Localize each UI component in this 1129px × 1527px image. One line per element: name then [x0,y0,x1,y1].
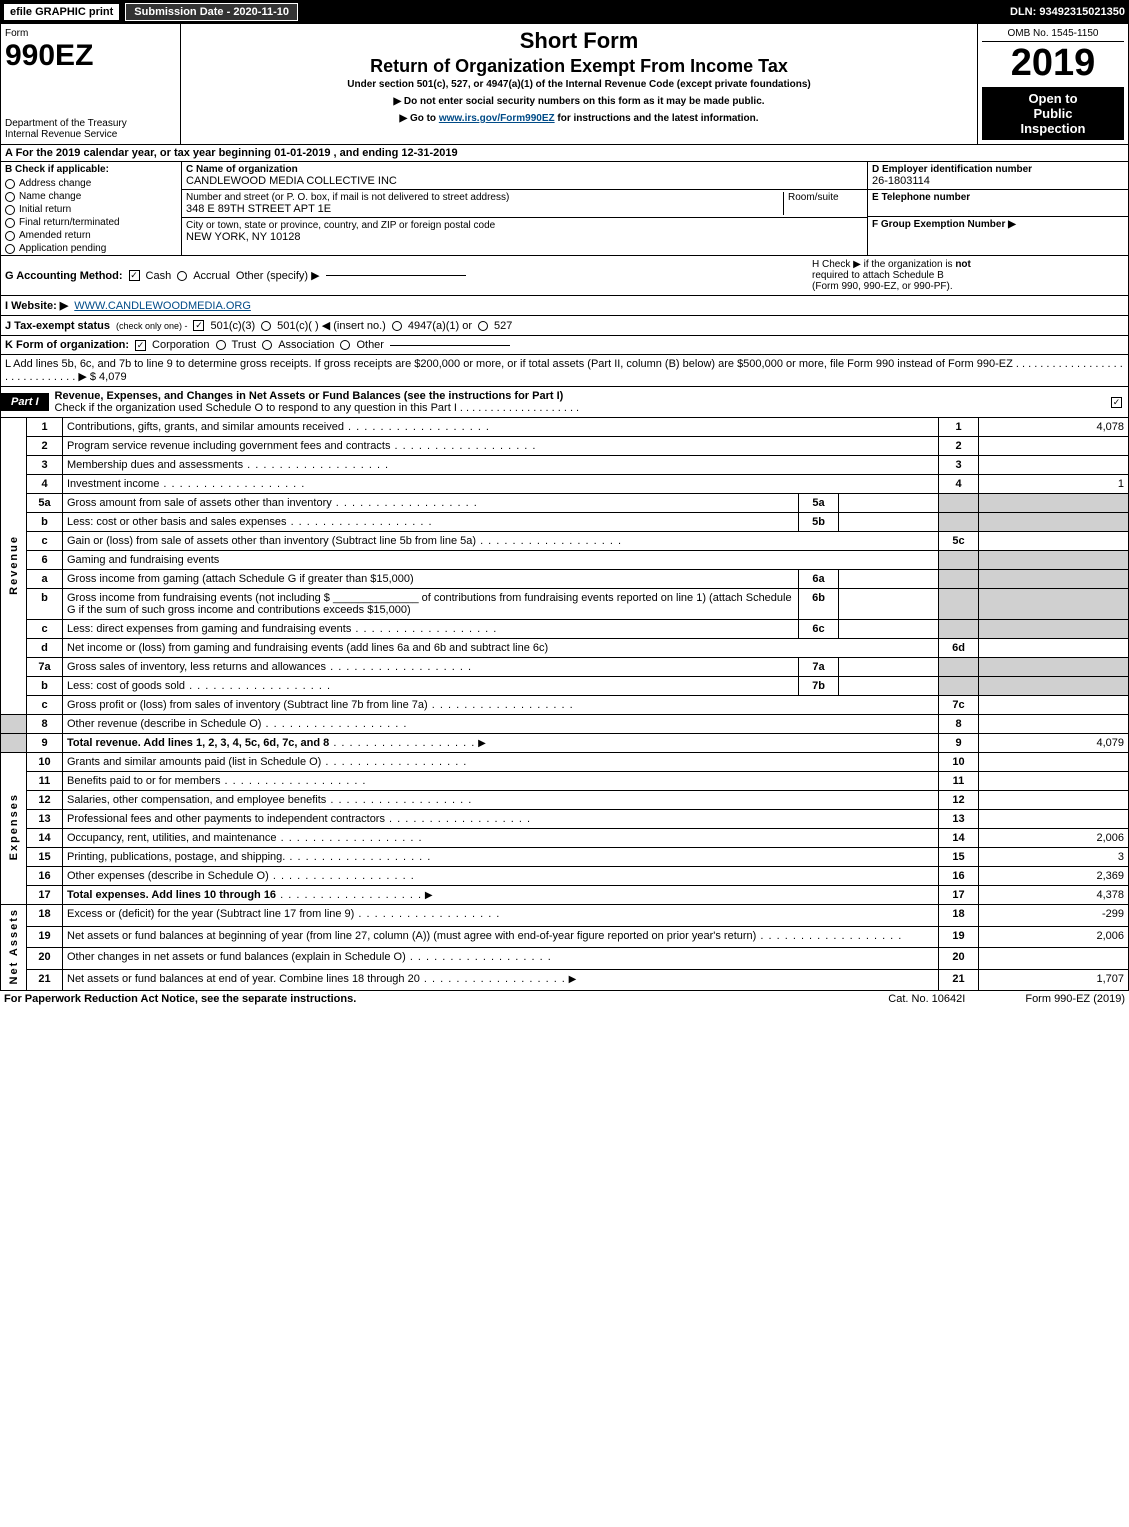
dept-label: Department of the Treasury Internal Reve… [5,118,176,140]
check-assoc[interactable] [262,340,272,350]
dln: DLN: 93492315021350 [1010,6,1125,18]
ein: 26-1803114 [872,175,930,187]
d-label: D Employer identification number [872,164,1032,175]
part-1-header: Part I Revenue, Expenses, and Changes in… [0,387,1129,418]
check-501c3[interactable] [193,320,204,331]
title-short-form: Short Form [189,28,969,54]
check-amended[interactable] [5,231,15,241]
check-corp[interactable] [135,340,146,351]
g-label: G Accounting Method: [5,270,123,282]
note-link: ▶ Go to www.irs.gov/Form990EZ for instru… [189,113,969,124]
subtitle: Under section 501(c), 527, or 4947(a)(1)… [189,79,969,90]
org-city: NEW YORK, NY 10128 [186,231,301,243]
val-9: 4,079 [979,734,1129,753]
check-4947[interactable] [392,321,402,331]
open-to-public: Open to Public Inspection [982,87,1124,140]
footer-catno: Cat. No. 10642I [888,993,965,1005]
efile-print-button[interactable]: efile GRAPHIC print [4,4,119,20]
row-i: I Website: ▶WWW.CANDLEWOODMEDIA.ORG [0,296,1129,316]
check-schedule-o[interactable] [1111,397,1122,408]
h-block: H Check ▶ if the organization is not req… [808,256,1128,295]
val-19: 2,006 [979,926,1129,948]
title-return: Return of Organization Exempt From Incom… [189,56,969,77]
org-name: CANDLEWOOD MEDIA COLLECTIVE INC [186,175,397,187]
check-address[interactable] [5,179,15,189]
val-14: 2,006 [979,829,1129,848]
footer-left: For Paperwork Reduction Act Notice, see … [4,993,356,1005]
val-21: 1,707 [979,969,1129,991]
f-label: F Group Exemption Number ▶ [872,219,1016,230]
check-initial[interactable] [5,205,15,215]
check-trust[interactable] [216,340,226,350]
row-k: K Form of organization: Corporation Trus… [0,336,1129,355]
info-grid: B Check if applicable: Address change Na… [0,162,1129,256]
omb-number: OMB No. 1545-1150 [982,28,1124,42]
check-cash[interactable] [129,270,140,281]
row-l: L Add lines 5b, 6c, and 7b to line 9 to … [0,355,1129,387]
org-address: 348 E 89TH STREET APT 1E [186,203,331,215]
city-label: City or town, state or province, country… [186,220,495,231]
addr-label: Number and street (or P. O. box, if mail… [186,192,509,203]
c-label: C Name of organization [186,164,298,175]
check-527[interactable] [478,321,488,331]
val-4: 1 [979,475,1129,494]
side-expenses: Expenses [8,793,20,860]
website-link[interactable]: WWW.CANDLEWOODMEDIA.ORG [74,300,251,312]
revenue-expenses-table: Revenue 1 Contributions, gifts, grants, … [0,418,1129,991]
side-revenue: Revenue [8,535,20,595]
val-17: 4,378 [979,886,1129,905]
val-15: 3 [979,848,1129,867]
check-501c[interactable] [261,321,271,331]
room-suite-label: Room/suite [783,192,863,215]
row-j: J Tax-exempt status(check only one) - 50… [0,316,1129,336]
submission-date-button[interactable]: Submission Date - 2020-11-10 [125,3,298,21]
val-16: 2,369 [979,867,1129,886]
tax-year: 2019 [982,42,1124,85]
check-application[interactable] [5,244,15,254]
footer: For Paperwork Reduction Act Notice, see … [0,991,1129,1007]
e-label: E Telephone number [872,192,970,203]
form-header: Form 990EZ Department of the Treasury In… [0,24,1129,145]
check-b-header: B Check if applicable: [1,162,181,177]
irs-link[interactable]: www.irs.gov/Form990EZ [439,113,555,124]
top-bar: efile GRAPHIC print Submission Date - 20… [0,0,1129,24]
row-a-tax-year: A For the 2019 calendar year, or tax yea… [0,145,1129,162]
val-1: 4,078 [979,418,1129,437]
side-net-assets: Net Assets [8,908,20,984]
check-accrual[interactable] [177,271,187,281]
form-label: Form [5,28,176,39]
form-number: 990EZ [5,39,176,73]
note-ssn: ▶ Do not enter social security numbers o… [189,96,969,107]
val-18: -299 [979,905,1129,927]
footer-form: Form 990-EZ (2019) [1025,993,1125,1005]
check-other-org[interactable] [340,340,350,350]
check-final[interactable] [5,218,15,228]
check-name[interactable] [5,192,15,202]
